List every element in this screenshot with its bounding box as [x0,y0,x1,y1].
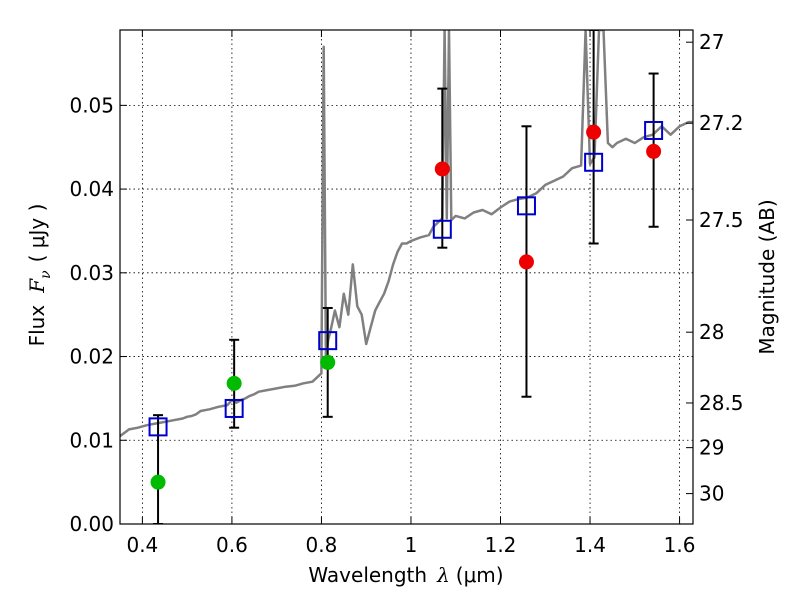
y2-tick-label: 28 [699,320,724,344]
y2-tick-label: 30 [699,482,724,506]
x-axis-title: Wavelength λ (μm) [308,563,503,587]
y2-axis-title: Magnitude (AB) [755,199,779,354]
y-tick-label: 0.04 [69,177,114,201]
model_photometry-point [584,152,604,172]
observed_optical-point [226,375,242,391]
observed-points [150,124,662,490]
y-tick-label: 0.02 [69,345,114,369]
observed_optical-point [320,354,336,370]
observed_optical-point [150,474,166,490]
y-tick-label: 0.00 [69,512,114,536]
y-tick-label: 0.03 [69,261,114,285]
x-tick-label: 0.4 [126,533,158,557]
x-tick-label: 1.2 [485,533,517,557]
y2-tick-label: 28.5 [699,391,744,415]
y-tick-label: 0.01 [69,428,114,452]
x-tick-label: 1.4 [574,533,606,557]
y2-tick-label: 29 [699,436,724,460]
axis-ticks: 0.4 0.6 0.8 1 1.2 1.4 1.6 0.00 0.01 0.02 0.03 0.04 0… [69,30,744,557]
x-tick-label: 0.6 [216,533,248,557]
y2-tick-label: 27 [699,30,724,54]
model-photometry-points [148,120,664,437]
plot-frame [119,29,694,525]
y2-tick-label: 27.5 [699,208,744,232]
model_photometry-point [644,120,664,140]
y2-tick-label: 27.2 [699,111,744,135]
model_photometry-point [516,196,536,216]
model_photometry-point [318,331,338,351]
x-tick-label: 0.8 [306,533,338,557]
x-tick-label: 1 [405,533,418,557]
model_photometry-point [432,219,452,239]
observed_nir-point [518,254,534,270]
y-axis-title: FluxFν( μJy ) [25,204,54,347]
model_photometry-point [224,398,244,418]
model_photometry-point [148,417,168,437]
observed_nir-point [586,124,602,140]
x-tick-label: 1.6 [664,533,696,557]
observed_nir-point [646,143,662,159]
y-tick-label: 0.05 [69,93,114,117]
observed_nir-point [434,161,450,177]
